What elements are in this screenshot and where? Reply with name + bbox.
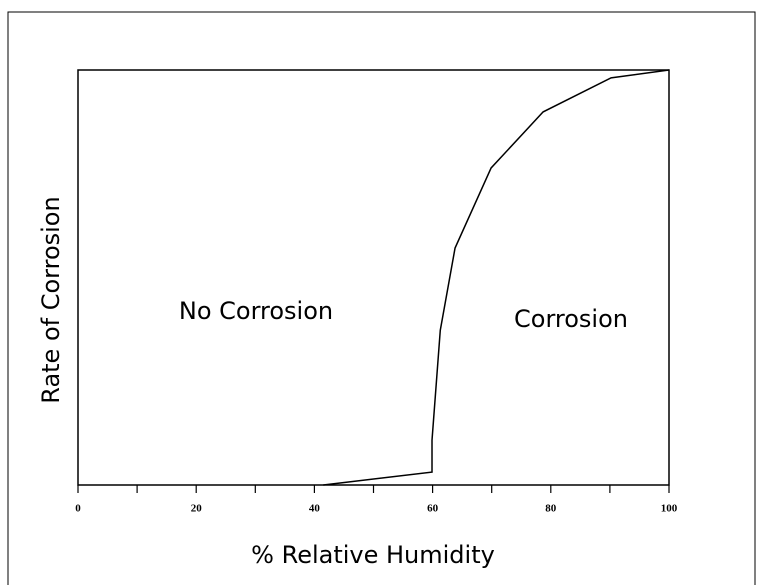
x-tick-label: 40 xyxy=(309,503,321,515)
annotation: No Corrosion xyxy=(179,297,333,325)
x-tick-label: 60 xyxy=(427,503,439,515)
outer-border xyxy=(7,11,756,585)
data-line xyxy=(323,69,670,486)
x-axis-label: % Relative Humidity xyxy=(251,541,495,569)
plot-frame xyxy=(77,69,670,486)
x-tick-label: 80 xyxy=(545,503,557,515)
x-tick-label: 0 xyxy=(75,503,81,515)
annotation: Corrosion xyxy=(514,305,628,333)
x-tick-label: 20 xyxy=(191,503,203,515)
x-tick-label: 100 xyxy=(661,503,678,515)
y-axis-label: Rate of Corrosion xyxy=(37,196,65,403)
